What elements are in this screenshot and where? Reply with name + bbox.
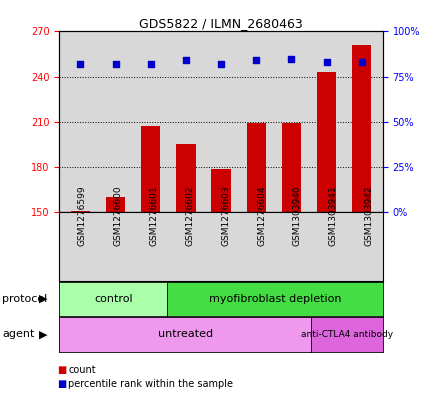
Text: agent: agent bbox=[2, 329, 35, 340]
Bar bbox=[141, 127, 161, 212]
Text: untreated: untreated bbox=[158, 329, 213, 340]
Text: GSM1276601: GSM1276601 bbox=[149, 185, 158, 246]
Point bbox=[288, 55, 295, 62]
Text: GSM1303940: GSM1303940 bbox=[293, 185, 302, 246]
Text: GSM1303942: GSM1303942 bbox=[365, 185, 374, 246]
Point bbox=[77, 61, 84, 67]
Bar bbox=[71, 211, 90, 212]
Text: GSM1276603: GSM1276603 bbox=[221, 185, 230, 246]
Point bbox=[358, 59, 365, 65]
Text: ■: ■ bbox=[57, 379, 66, 389]
Point bbox=[112, 61, 119, 67]
Point bbox=[218, 61, 225, 67]
Point bbox=[323, 59, 330, 65]
Bar bbox=[212, 169, 231, 212]
Text: GSM1276602: GSM1276602 bbox=[185, 185, 194, 246]
Point bbox=[253, 57, 260, 64]
Text: percentile rank within the sample: percentile rank within the sample bbox=[68, 379, 233, 389]
Text: control: control bbox=[94, 294, 132, 304]
Bar bbox=[282, 123, 301, 212]
Text: ▶: ▶ bbox=[39, 329, 48, 340]
Bar bbox=[106, 197, 125, 212]
Text: GSM1303941: GSM1303941 bbox=[329, 185, 338, 246]
Bar bbox=[317, 72, 336, 212]
Text: GSM1276604: GSM1276604 bbox=[257, 185, 266, 246]
Text: count: count bbox=[68, 365, 96, 375]
Point bbox=[183, 57, 190, 64]
Text: ■: ■ bbox=[57, 365, 66, 375]
Bar bbox=[352, 45, 371, 212]
Text: GSM1276600: GSM1276600 bbox=[114, 185, 122, 246]
Title: GDS5822 / ILMN_2680463: GDS5822 / ILMN_2680463 bbox=[139, 17, 303, 30]
Text: anti-CTLA4 antibody: anti-CTLA4 antibody bbox=[301, 330, 393, 339]
Text: GSM1276599: GSM1276599 bbox=[77, 185, 86, 246]
Text: ▶: ▶ bbox=[39, 294, 48, 304]
Bar bbox=[246, 123, 266, 212]
Text: protocol: protocol bbox=[2, 294, 48, 304]
Point bbox=[147, 61, 154, 67]
Bar bbox=[176, 144, 196, 212]
Text: myofibroblast depletion: myofibroblast depletion bbox=[209, 294, 341, 304]
